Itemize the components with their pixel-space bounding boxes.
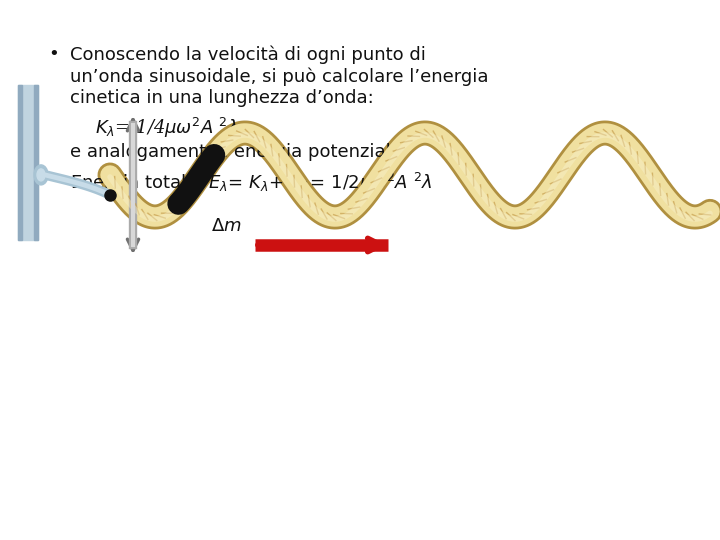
Text: •: • [48,45,59,63]
Text: $\Delta m$: $\Delta m$ [212,217,242,235]
Ellipse shape [37,169,45,181]
Bar [34,85,38,240]
Text: un’onda sinusoidale, si può calcolare l’energia: un’onda sinusoidale, si può calcolare l’… [70,67,488,85]
Bar [18,85,38,240]
Text: Conoscendo la velocità di ogni punto di: Conoscendo la velocità di ogni punto di [70,45,426,64]
Bar [18,85,22,240]
Text: Energia totale  $E_{\lambda}$= $K_{\lambda}$+ $U_{\lambda}$= 1/2$\mu\omega^2$$A$: Energia totale $E_{\lambda}$= $K_{\lambd… [70,171,433,195]
Text: e analogamente l’energia potenziale: e analogamente l’energia potenziale [70,143,402,161]
Text: cinetica in una lunghezza d’onda:: cinetica in una lunghezza d’onda: [70,89,374,107]
Text: •: • [48,171,59,189]
Text: $K_{\lambda}$= 1/4$\mu\omega^2$$A$ $^2$$\lambda$: $K_{\lambda}$= 1/4$\mu\omega^2$$A$ $^2$$… [95,116,238,140]
Ellipse shape [34,165,48,185]
